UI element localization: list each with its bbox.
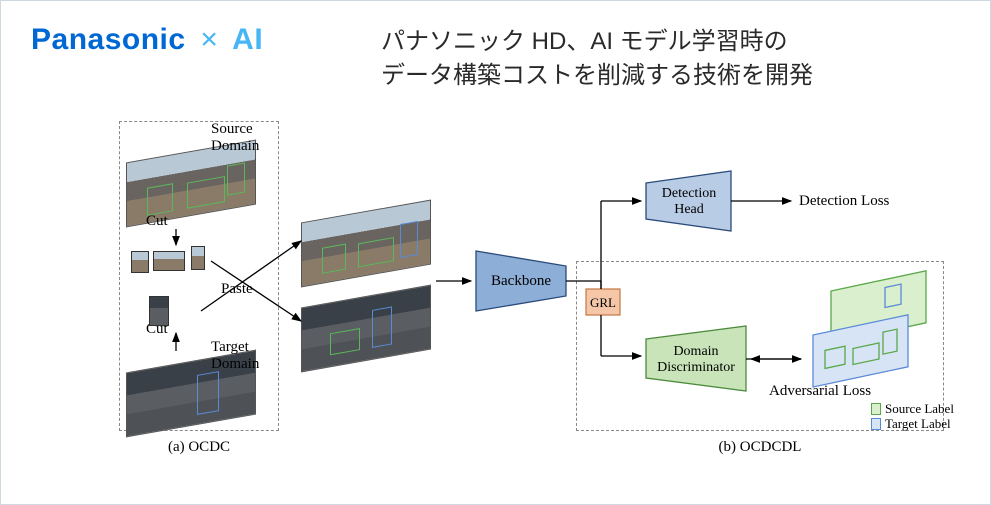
legend-target-swatch [871,418,881,430]
headline-line2: データ構築コストを削減する技術を開発 [381,59,813,93]
svg-text:Backbone: Backbone [491,273,551,289]
brand-separator: × [200,23,218,56]
svg-text:Head: Head [674,202,704,217]
legend-target-label: Target Label [885,416,951,432]
architecture-diagram: (a) OCDC (b) OCDCDL Source Domain Target… [1,111,991,491]
adversarial-loss-label: Adversarial Loss [769,383,871,400]
svg-text:GRL: GRL [590,295,616,310]
svg-text:Discriminator: Discriminator [657,360,735,375]
diagram-svg: Backbone Detection Head GRL [1,111,991,491]
brand-logo: Panasonic × AI [31,23,263,57]
headline-line1: パナソニック HD、AI モデル学習時の [381,25,813,59]
page: Panasonic × AI パナソニック HD、AI モデル学習時の データ構… [0,0,991,505]
brand-name: Panasonic [31,23,186,56]
legend-source-label: Source Label [885,401,954,417]
svg-text:Detection: Detection [662,186,716,201]
brand-tag: AI [232,23,263,56]
legend-source-swatch [871,403,881,415]
detection-loss-label: Detection Loss [799,193,889,210]
svg-text:Domain: Domain [673,344,718,359]
headline: パナソニック HD、AI モデル学習時の データ構築コストを削減する技術を開発 [381,25,813,92]
